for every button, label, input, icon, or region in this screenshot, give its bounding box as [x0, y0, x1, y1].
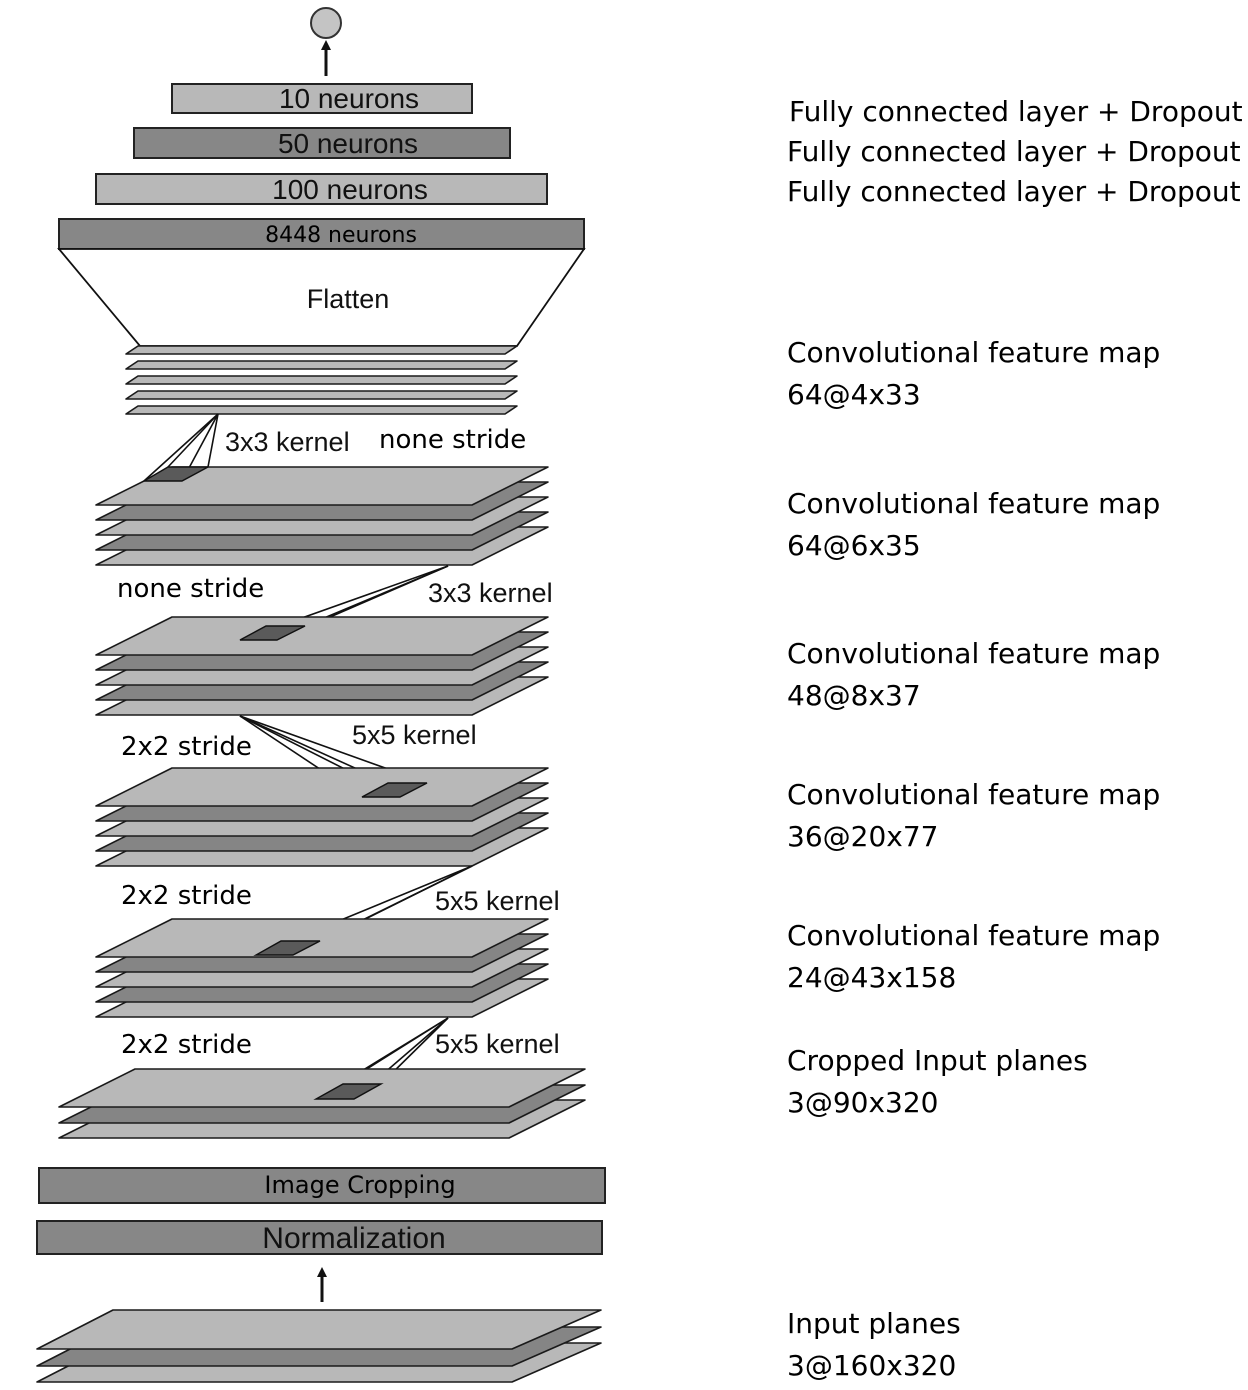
conv3-description-title: Convolutional feature map: [787, 637, 1160, 670]
fc-bar-10: [171, 83, 473, 114]
kernel-label-5x5-c: 5x5 kernel: [435, 1029, 560, 1059]
fc-description-2: Fully connected layer + Dropout: [787, 135, 1241, 168]
conv1-planes: [95, 918, 549, 1018]
kernel-patch-conv1: [253, 940, 321, 956]
normalization-bar: [36, 1220, 603, 1255]
conv4-planes: [95, 466, 549, 566]
fc-bar-50-label: 50 neurons: [278, 128, 418, 159]
stride-label-2x2-b: 2x2 stride: [121, 881, 252, 911]
kernel-patch-conv4: [141, 466, 209, 482]
fc-bar-50: [133, 127, 511, 159]
input-planes: [36, 1309, 602, 1383]
image-cropping-bar: [38, 1167, 606, 1204]
fc-description-1: Fully connected layer + Dropout: [789, 95, 1243, 128]
cropped-input-planes: [58, 1068, 586, 1139]
normalization-label: Normalization: [262, 1222, 445, 1255]
kernel-label-5x5-a: 5x5 kernel: [352, 720, 477, 750]
stride-label-none-b: none stride: [117, 574, 264, 604]
fc-bar-10-label: 10 neurons: [279, 83, 419, 114]
cropped-description-size: 3@90x320: [787, 1086, 938, 1119]
conv1-description-size: 24@43x158: [787, 961, 956, 994]
kernel-patch-input: [313, 1083, 384, 1100]
output-arrow: [321, 40, 331, 76]
kernel-label-3x3-a: 3x3 kernel: [225, 427, 350, 457]
input-description-size: 3@160x320: [787, 1349, 956, 1382]
conv5-description-title: Convolutional feature map: [787, 336, 1160, 369]
conv5-planes: [125, 345, 518, 415]
fc-bar-8448-label: 8448 neurons: [265, 223, 417, 248]
image-cropping-label: Image Cropping: [264, 1171, 455, 1199]
kernel-label-3x3-b: 3x3 kernel: [428, 578, 553, 608]
conv4-description-size: 64@6x35: [787, 529, 921, 562]
fc-bar-100-label: 100 neurons: [272, 174, 428, 205]
kernel-label-5x5-b: 5x5 kernel: [435, 886, 560, 916]
kernel-patch-conv2: [361, 782, 428, 798]
output-node: [310, 7, 342, 39]
conv1-description-title: Convolutional feature map: [787, 919, 1160, 952]
input-description-title: Input planes: [787, 1307, 961, 1340]
conv3-description-size: 48@8x37: [787, 679, 921, 712]
stride-label-none-a: none stride: [379, 425, 526, 455]
cropped-description-title: Cropped Input planes: [787, 1044, 1088, 1077]
conv2-planes: [95, 767, 549, 867]
flatten-label: Flatten: [307, 284, 390, 314]
fc-description-3: Fully connected layer + Dropout: [787, 175, 1241, 208]
input-arrow: [317, 1267, 327, 1302]
conv2-description-size: 36@20x77: [787, 820, 938, 853]
kernel-patch-conv3: [239, 625, 306, 641]
conv5-description-size: 64@4x33: [787, 378, 921, 411]
fc-bar-100: [95, 173, 548, 205]
conv2-description-title: Convolutional feature map: [787, 778, 1160, 811]
conv4-description-title: Convolutional feature map: [787, 487, 1160, 520]
stride-label-2x2-c: 2x2 stride: [121, 1030, 252, 1060]
conv3-planes: [95, 616, 549, 716]
kernel-lines-conv4-to-conv5: [143, 413, 219, 482]
stride-label-2x2-a: 2x2 stride: [121, 732, 252, 762]
